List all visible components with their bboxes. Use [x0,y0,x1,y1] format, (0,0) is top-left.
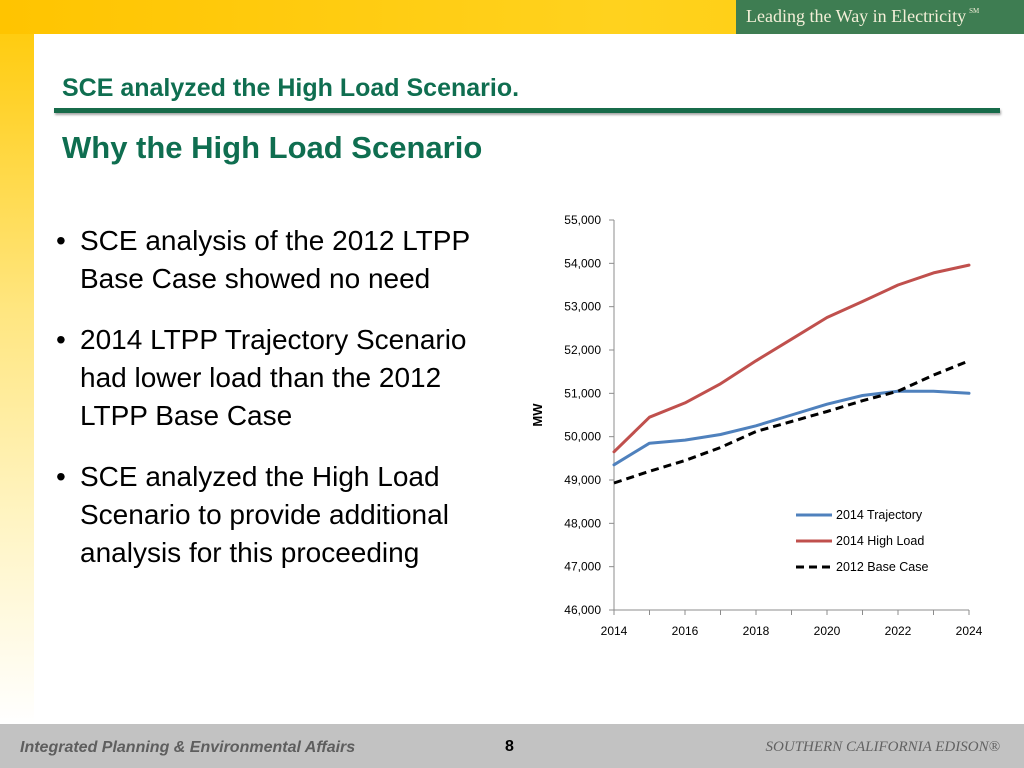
chart-svg: 46,000 47,000 48,000 49,000 50,000 51,000 52,0… [530,213,983,638]
bullet-text: SCE analysis of the 2012 LTPP Base Case … [80,225,470,294]
service-mark: SM [969,7,980,15]
series-line-2014-trajectory [612,389,971,467]
footer-company: SOUTHERN CALIFORNIA EDISON® [765,739,1000,755]
bullet-text: SCE analyzed the High Load Scenario to p… [80,461,449,568]
x-tick-label: 2024 [956,624,983,638]
bullet-item: • 2014 LTPP Trajectory Scenario had lower… [56,321,506,435]
slide-title: SCE analyzed the High Load Scenario. [62,74,520,102]
y-tick-label: 52,000 [564,343,601,357]
y-tick-label: 50,000 [564,430,601,444]
x-tick-label: 2016 [672,624,699,638]
left-accent-band [0,34,34,724]
bullet-list: • SCE analysis of the 2012 LTPP Base Case… [56,222,506,595]
title-divider [54,108,1000,113]
bullet-dot: • [56,225,66,256]
x-tick-label: 2018 [743,624,770,638]
x-tick-label: 2022 [885,624,912,638]
bullet-text: 2014 LTPP Trajectory Scenario had lower … [80,324,467,431]
x-tick-label: 2014 [601,624,628,638]
y-tick-label: 55,000 [564,213,601,227]
legend-label: 2012 Base Case [836,560,928,574]
series-line-2012-base-case [613,359,970,485]
y-tick-label: 48,000 [564,516,601,530]
bullet-dot: • [56,324,66,355]
bullet-item: • SCE analysis of the 2012 LTPP Base Case… [56,222,506,298]
brand-tagline: Leading the Way in Electricity SM [746,6,979,27]
series-line-2014-high-load [612,263,971,454]
y-tick-label: 46,000 [564,603,601,617]
y-tick-label: 53,000 [564,300,601,314]
y-axis-label: MW [530,403,545,427]
y-tick-label: 51,000 [564,386,601,400]
footer-department: Integrated Planning & Environmental Affa… [20,739,356,756]
load-forecast-chart: 46,000 47,000 48,000 49,000 50,000 51,000 52,0… [520,205,1000,650]
legend-label: 2014 Trajectory [836,508,923,522]
y-tick-label: 49,000 [564,473,601,487]
brand-tagline-text: Leading the Way in Electricity [746,6,967,26]
bullet-item: • SCE analyzed the High Load Scenario to … [56,458,506,572]
y-tick-label: 54,000 [564,256,601,270]
slide-subtitle: Why the High Load Scenario [62,130,483,165]
brand-tagline-box: Leading the Way in Electricity SM [736,0,1024,34]
legend-label: 2014 High Load [836,534,924,548]
x-tick-label: 2020 [814,624,841,638]
y-tick-label: 47,000 [564,560,601,574]
bullet-dot: • [56,461,66,492]
page-number: 8 [505,738,514,755]
footer-bar: Integrated Planning & Environmental Affa… [0,724,1024,768]
